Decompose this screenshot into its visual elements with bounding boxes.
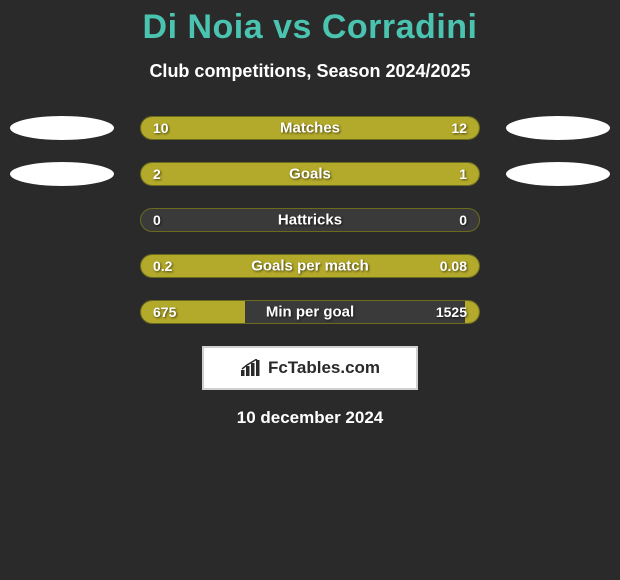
- brand-badge[interactable]: FcTables.com: [202, 346, 418, 390]
- stat-bar: 2Goals1: [140, 162, 480, 186]
- stat-bar: 675Min per goal1525: [140, 300, 480, 324]
- subtitle: Club competitions, Season 2024/2025: [0, 61, 620, 82]
- stat-label: Goals: [141, 166, 479, 183]
- stat-value-right: 1525: [436, 304, 467, 320]
- comparison-card: Di Noia vs Corradini Club competitions, …: [0, 0, 620, 428]
- stat-value-right: 12: [451, 120, 467, 136]
- player-avatar-left: [10, 116, 114, 140]
- stat-row: 0Hattricks0: [0, 208, 620, 232]
- stat-value-right: 1: [459, 166, 467, 182]
- bar-chart-icon: [240, 359, 262, 377]
- stat-label: Min per goal: [141, 304, 479, 321]
- player-avatar-right: [506, 116, 610, 140]
- stat-label: Hattricks: [141, 212, 479, 229]
- stat-value-right: 0: [459, 212, 467, 228]
- brand-text: FcTables.com: [268, 358, 380, 378]
- player-avatar-right: [506, 162, 610, 186]
- stat-row: 2Goals1: [0, 162, 620, 186]
- page-title: Di Noia vs Corradini: [0, 8, 620, 47]
- player-avatar-left: [10, 162, 114, 186]
- stat-label: Matches: [141, 120, 479, 137]
- stat-bar: 0.2Goals per match0.08: [140, 254, 480, 278]
- stat-bar: 10Matches12: [140, 116, 480, 140]
- stat-row: 675Min per goal1525: [0, 300, 620, 324]
- stat-value-right: 0.08: [440, 258, 467, 274]
- stat-row: 0.2Goals per match0.08: [0, 254, 620, 278]
- stat-row: 10Matches12: [0, 116, 620, 140]
- stat-label: Goals per match: [141, 258, 479, 275]
- stat-rows: 10Matches122Goals10Hattricks00.2Goals pe…: [0, 116, 620, 324]
- date-label: 10 december 2024: [0, 408, 620, 428]
- stat-bar: 0Hattricks0: [140, 208, 480, 232]
